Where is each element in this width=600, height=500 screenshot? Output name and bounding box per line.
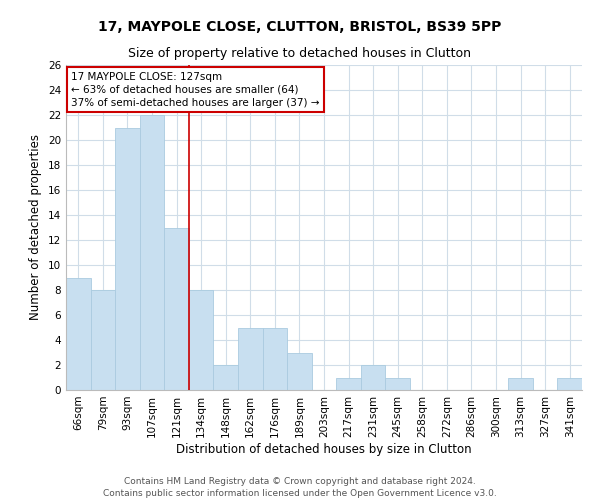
Text: Contains HM Land Registry data © Crown copyright and database right 2024.
Contai: Contains HM Land Registry data © Crown c… xyxy=(103,476,497,498)
Bar xyxy=(164,228,189,390)
Text: 17 MAYPOLE CLOSE: 127sqm
← 63% of detached houses are smaller (64)
37% of semi-d: 17 MAYPOLE CLOSE: 127sqm ← 63% of detach… xyxy=(71,72,320,108)
Bar xyxy=(140,115,164,390)
Bar xyxy=(385,378,410,390)
Bar xyxy=(115,128,140,390)
X-axis label: Distribution of detached houses by size in Clutton: Distribution of detached houses by size … xyxy=(176,442,472,456)
Bar xyxy=(557,378,582,390)
Bar xyxy=(287,352,312,390)
Text: Size of property relative to detached houses in Clutton: Size of property relative to detached ho… xyxy=(128,48,472,60)
Bar xyxy=(214,365,238,390)
Bar xyxy=(189,290,214,390)
Bar xyxy=(263,328,287,390)
Bar xyxy=(361,365,385,390)
Bar xyxy=(91,290,115,390)
Bar xyxy=(508,378,533,390)
Bar xyxy=(336,378,361,390)
Bar xyxy=(238,328,263,390)
Text: 17, MAYPOLE CLOSE, CLUTTON, BRISTOL, BS39 5PP: 17, MAYPOLE CLOSE, CLUTTON, BRISTOL, BS3… xyxy=(98,20,502,34)
Bar xyxy=(66,278,91,390)
Y-axis label: Number of detached properties: Number of detached properties xyxy=(29,134,43,320)
